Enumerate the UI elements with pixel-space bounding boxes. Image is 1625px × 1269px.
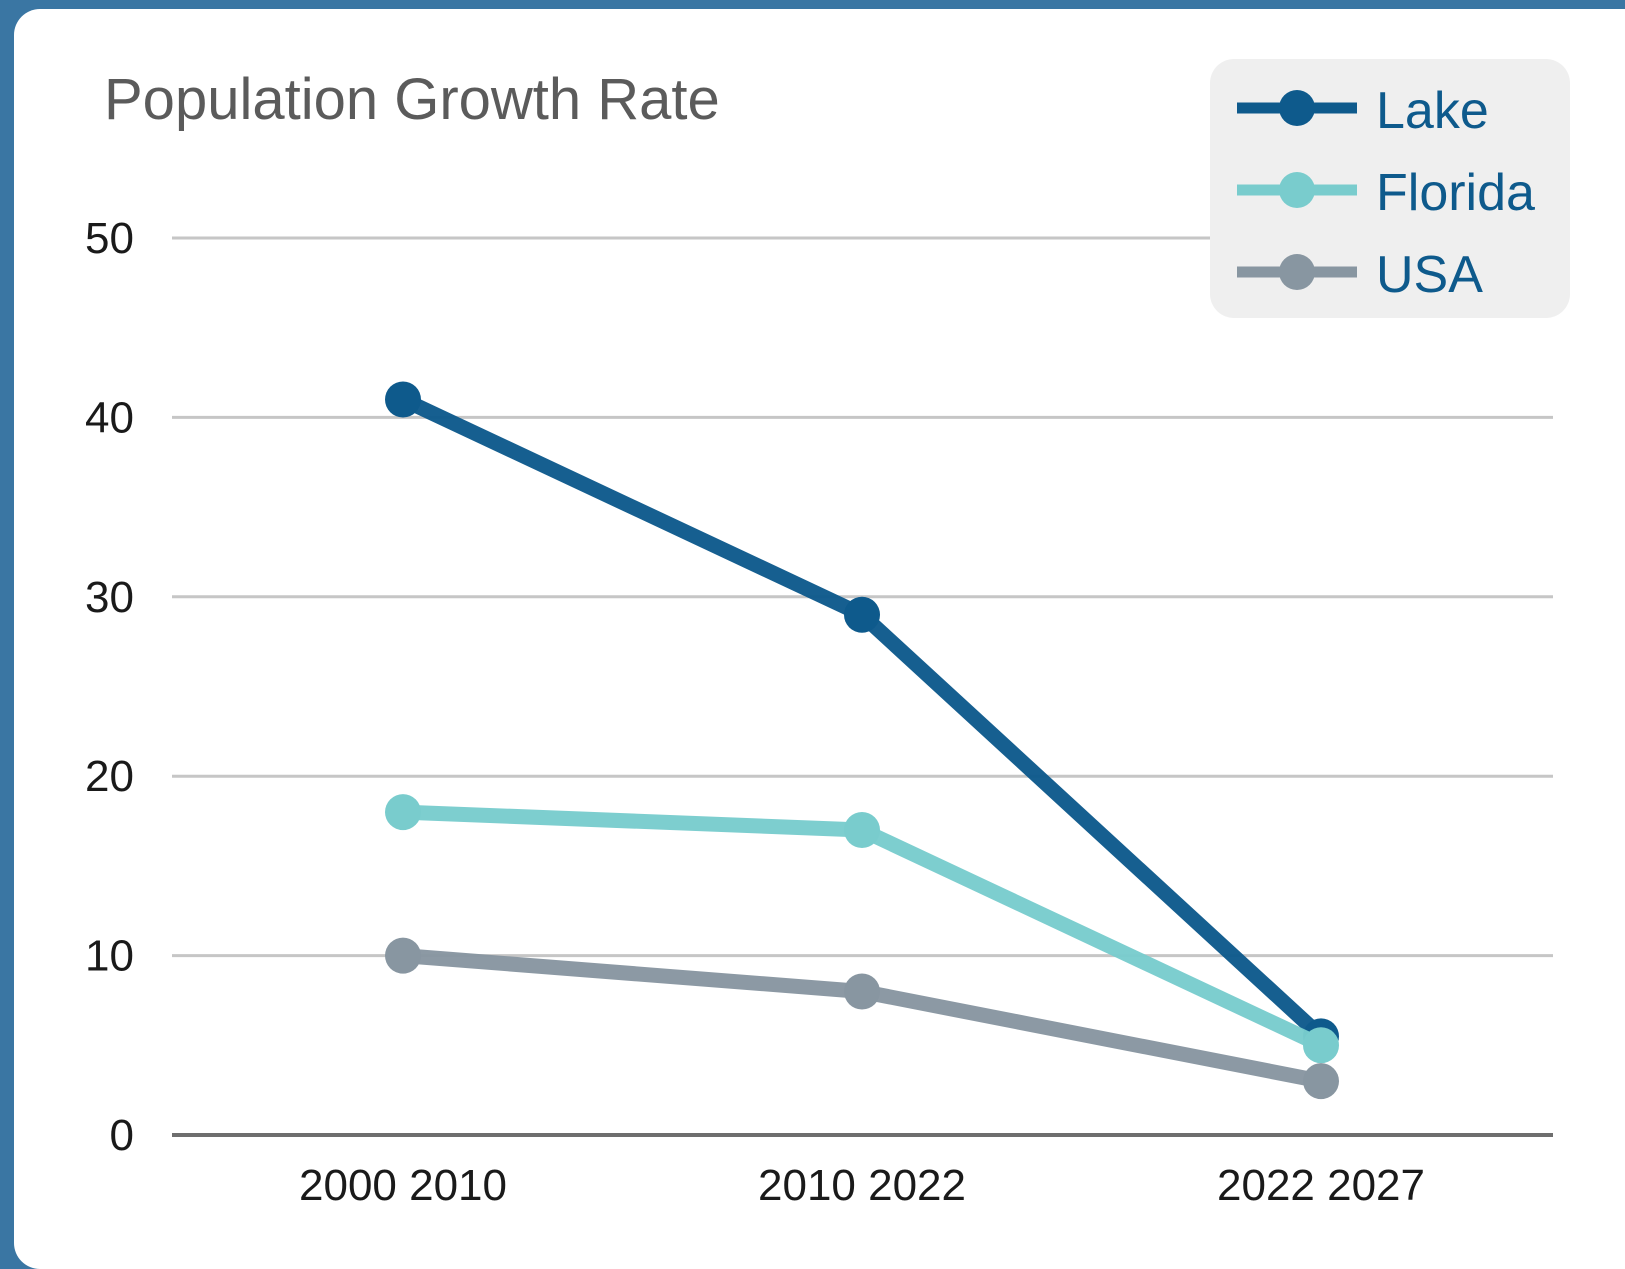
x-tick-label: 2022 2027: [1217, 1161, 1425, 1210]
x-axis-ticks: 2000 2010 2010 2022 2022 2027: [299, 1161, 1425, 1210]
legend-swatch-marker: [1279, 90, 1315, 126]
data-point: [385, 381, 421, 418]
series-usa: [385, 937, 1339, 1100]
legend: Lake Florida USA: [1210, 59, 1570, 318]
data-point: [844, 596, 880, 633]
y-axis-ticks: 0 10 20 30 40 50: [85, 214, 134, 1160]
legend-label: USA: [1376, 246, 1483, 304]
y-tick-label: 10: [85, 932, 134, 981]
series-lake: [385, 381, 1339, 1055]
y-tick-label: 20: [85, 752, 134, 801]
legend-swatch-marker: [1279, 172, 1315, 208]
data-point: [1303, 1027, 1339, 1064]
legend-label: Florida: [1376, 164, 1535, 222]
y-tick-label: 50: [85, 214, 134, 263]
x-tick-label: 2000 2010: [299, 1161, 507, 1210]
x-tick-label: 2010 2022: [758, 1161, 966, 1210]
y-tick-label: 0: [110, 1111, 134, 1160]
series-florida: [385, 794, 1339, 1064]
legend-item-lake: Lake: [1237, 82, 1489, 140]
data-point: [844, 973, 880, 1010]
chart-title: Population Growth Rate: [104, 67, 720, 132]
series-line: [395, 391, 1329, 1044]
data-point: [385, 937, 421, 974]
data-point: [385, 794, 421, 831]
legend-label: Lake: [1376, 82, 1489, 140]
legend-item-florida: Florida: [1237, 164, 1535, 222]
y-tick-label: 30: [85, 573, 134, 622]
legend-item-usa: USA: [1237, 246, 1483, 304]
data-point: [844, 812, 880, 849]
series-layer: [385, 381, 1339, 1100]
y-tick-label: 40: [85, 393, 134, 442]
legend-swatch-marker: [1279, 254, 1315, 290]
data-point: [1303, 1063, 1339, 1100]
